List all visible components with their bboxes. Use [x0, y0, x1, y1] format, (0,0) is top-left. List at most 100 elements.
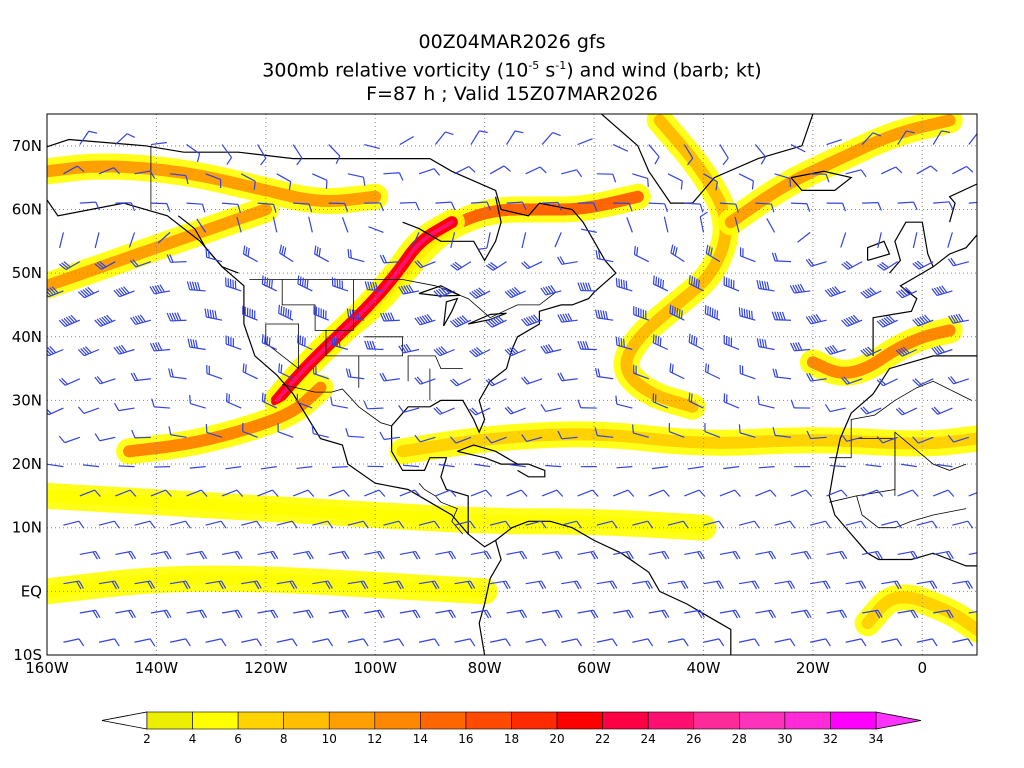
barb-shaft: [633, 372, 649, 380]
wind-barb: [47, 346, 64, 357]
colorbar-label: 22: [595, 732, 610, 746]
barb-feather: [661, 610, 667, 619]
barb-feather: [519, 610, 525, 619]
barb-shaft: [475, 348, 491, 358]
wind-barb: [403, 464, 420, 468]
wind-barb: [557, 256, 578, 265]
barb-shaft: [916, 638, 933, 643]
wind-barb: [900, 463, 917, 468]
wind-barb: [379, 431, 400, 441]
barb-feather: [771, 311, 776, 320]
barb-feather: [433, 290, 441, 298]
barb-shaft: [577, 609, 594, 614]
barb-feather: [539, 166, 547, 174]
barb-feather: [761, 280, 765, 290]
barb-feather: [299, 335, 302, 345]
barb-feather: [557, 430, 563, 440]
barb-feather: [58, 263, 67, 271]
barb-feather: [473, 348, 481, 355]
barb-shaft: [653, 342, 669, 351]
barb-shaft: [719, 550, 736, 556]
barb-feather: [92, 551, 98, 560]
vorticity-band-core: [620, 114, 732, 413]
barb-feather: [120, 344, 128, 353]
barb-feather: [930, 165, 938, 172]
barb-feather: [414, 377, 421, 385]
barb-shaft: [403, 407, 420, 413]
barb-feather: [349, 308, 352, 318]
barb-feather: [95, 201, 100, 211]
barb-feather: [770, 551, 777, 560]
barb-shaft: [189, 346, 206, 351]
barb-shaft: [242, 430, 258, 438]
barb-feather: [195, 339, 199, 349]
wind-barb: [754, 144, 767, 165]
barb-shaft: [947, 232, 953, 248]
barb-feather: [808, 372, 814, 381]
barb-feather: [714, 309, 716, 318]
barb-feather: [695, 337, 698, 346]
wind-barb: [932, 130, 951, 145]
barb-shaft: [313, 432, 329, 438]
barb-feather: [852, 314, 860, 322]
barb-feather: [51, 286, 59, 294]
barb-feather: [609, 581, 615, 590]
wind-barb: [151, 398, 171, 409]
barb-shaft: [435, 550, 452, 556]
barb-shaft: [882, 319, 898, 328]
barb-shaft: [115, 489, 131, 497]
wind-barb: [346, 308, 365, 321]
barb-feather: [900, 289, 908, 296]
barb-feather: [618, 337, 621, 346]
wind-barb: [881, 580, 902, 590]
barb-shaft: [684, 550, 701, 556]
barb-feather: [325, 581, 331, 590]
barb-shaft: [902, 290, 918, 299]
barb-feather: [505, 638, 511, 647]
barb-feather: [557, 609, 563, 618]
barb-shaft: [738, 173, 754, 182]
colorbar-swatch: [146, 711, 193, 730]
wind-barb: [771, 252, 792, 263]
barb-shaft: [348, 435, 365, 438]
barb-feather: [929, 581, 935, 590]
barb-feather: [237, 204, 241, 213]
barb-feather: [521, 551, 528, 560]
wind-barb: [663, 216, 669, 233]
colorbar-label: 34: [868, 732, 883, 746]
barb-shaft: [170, 173, 187, 177]
barb-shaft: [545, 407, 562, 413]
wind-barb: [433, 406, 455, 415]
barb-feather: [398, 172, 404, 181]
wind-barb: [58, 261, 81, 271]
barb-feather: [789, 285, 795, 294]
wind-barb: [648, 609, 670, 619]
barb-feather: [916, 260, 925, 268]
barb-shaft: [862, 609, 878, 614]
barb-shaft: [491, 436, 507, 444]
barb-shaft: [699, 216, 705, 233]
barb-shaft: [968, 492, 977, 497]
barb-shaft: [667, 638, 684, 643]
political-border: [325, 330, 403, 357]
barb-shaft: [684, 489, 700, 497]
barb-shaft: [688, 341, 704, 351]
barb-feather: [87, 286, 95, 294]
barb-shaft: [918, 378, 934, 387]
barb-feather: [878, 378, 886, 386]
barb-shaft: [597, 317, 614, 321]
barb-feather: [471, 407, 479, 415]
barb-feather: [272, 204, 277, 213]
barb-feather: [655, 276, 658, 286]
barb-shaft: [626, 217, 633, 233]
barb-shaft: [545, 464, 562, 468]
barb-shaft: [63, 580, 80, 585]
barb-feather: [625, 610, 632, 619]
barb-shaft: [952, 638, 969, 643]
barb-feather: [577, 282, 582, 291]
barb-feather: [63, 261, 71, 268]
barb-feather: [450, 264, 458, 271]
barb-feather: [841, 263, 849, 270]
wind-barb: [168, 426, 187, 438]
